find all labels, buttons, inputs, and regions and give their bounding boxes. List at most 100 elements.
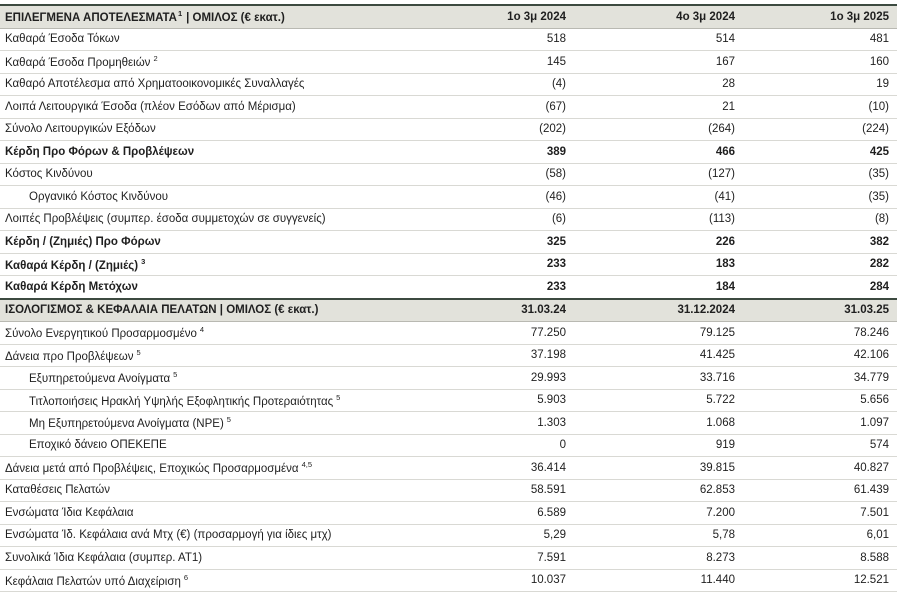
section-title: ΕΠΙΛΕΓΜΕΝΑ ΑΠΟΤΕΛΕΣΜΑΤΑ bbox=[5, 12, 177, 25]
value-cell: 389 bbox=[405, 140, 566, 164]
row-label-cell: Καθαρό Αποτέλεσμα από Χρηματοοικονομικές… bbox=[0, 73, 405, 96]
value-cell: 574 bbox=[735, 434, 897, 457]
column-header: 1ο 3μ 2025 bbox=[735, 4, 897, 29]
value-cell: (58) bbox=[405, 163, 566, 186]
value-cell: 1.097 bbox=[735, 411, 897, 435]
table-row: Λοιπά Λειτουργικά Έσοδα (πλέον Εσόδων απ… bbox=[0, 95, 897, 119]
row-label: Εποχικό δάνειο ΟΠΕΚΕΠΕ bbox=[29, 439, 167, 452]
value-cell: 6,01 bbox=[735, 524, 897, 547]
value-cell: (35) bbox=[735, 185, 897, 209]
table-row: Καθαρά Κέρδη / (Ζημιές) 3 233 183 282 bbox=[0, 253, 897, 276]
value-cell: 1.303 bbox=[405, 411, 566, 435]
row-label: Κέρδη / (Ζημιές) Προ Φόρων bbox=[5, 235, 161, 248]
value-cell: 325 bbox=[405, 230, 566, 254]
row-label: Κεφάλαια Πελατών υπό Διαχείριση bbox=[5, 575, 181, 588]
footnote-mark: 5 bbox=[226, 415, 231, 425]
value-cell: 6.589 bbox=[405, 501, 566, 525]
value-cell: 29.993 bbox=[405, 366, 566, 390]
page: {"sections": [ {"title": "ΕΠΙΛΕΓΜΕΝΑ ΑΠΟ… bbox=[0, 4, 908, 599]
section-title: ΙΣΟΛΟΓΙΣΜΟΣ & ΚΕΦΑΛΑΙΑ ΠΕΛΑΤΩΝ | ΟΜΙΛΟΣ … bbox=[5, 304, 319, 317]
column-header: 1ο 3μ 2024 bbox=[405, 4, 566, 29]
row-label: Καθαρά Κέρδη Μετόχων bbox=[5, 280, 138, 293]
value-cell: 36.414 bbox=[405, 456, 566, 480]
value-cell: 7.200 bbox=[566, 501, 735, 525]
value-cell: 514 bbox=[566, 28, 735, 51]
table-row: Σύνολο Ενεργητικού Προσαρμοσμένο 4 77.250 7… bbox=[0, 321, 897, 345]
value-cell: (41) bbox=[566, 185, 735, 209]
row-label: Δάνεια προ Προβλέψεων bbox=[5, 350, 134, 363]
value-cell: 62.853 bbox=[566, 479, 735, 502]
row-label: Ενσώματα Ίδ. Κεφάλαια ανά Μτχ (€) (προσα… bbox=[5, 529, 332, 542]
table-row: Καθαρό Αποτέλεσμα από Χρηματοοικονομικές… bbox=[0, 73, 897, 96]
value-cell: 233 bbox=[405, 275, 566, 299]
value-cell: (67) bbox=[405, 95, 566, 119]
value-cell: 11.440 bbox=[566, 569, 735, 592]
value-cell: 42.106 bbox=[735, 344, 897, 367]
value-cell: 7.501 bbox=[735, 501, 897, 525]
row-label-cell: Κόστος Κινδύνου bbox=[0, 163, 405, 186]
value-cell: (264) bbox=[566, 118, 735, 141]
section-title-cell: ΕΠΙΛΕΓΜΕΝΑ ΑΠΟΤΕΛΕΣΜΑΤΑ1 | ΟΜΙΛΟΣ (€ εκατ… bbox=[0, 4, 405, 29]
row-label-cell: Λοιπά Λειτουργικά Έσοδα (πλέον Εσόδων απ… bbox=[0, 95, 405, 119]
value-cell: 0 bbox=[405, 434, 566, 457]
value-cell: 77.250 bbox=[405, 321, 566, 345]
table-row: Οργανικό Κόστος Κινδύνου (46) (41) (35) bbox=[0, 185, 897, 209]
row-label-cell: Κέρδη / (Ζημιές) Προ Φόρων bbox=[0, 230, 405, 254]
row-label: Κόστος Κινδύνου bbox=[5, 168, 93, 181]
results-table: ΕΠΙΛΕΓΜΕΝΑ ΑΠΟΤΕΛΕΣΜΑΤΑ1 | ΟΜΙΛΟΣ (€ εκατ… bbox=[0, 4, 897, 592]
value-cell: 34.779 bbox=[735, 366, 897, 390]
row-label-cell: Καταθέσεις Πελατών bbox=[0, 479, 405, 502]
section-title-cell: ΙΣΟΛΟΓΙΣΜΟΣ & ΚΕΦΑΛΑΙΑ ΠΕΛΑΤΩΝ | ΟΜΙΛΟΣ … bbox=[0, 297, 405, 322]
row-label: Οργανικό Κόστος Κινδύνου bbox=[29, 190, 169, 203]
value-cell: (224) bbox=[735, 118, 897, 141]
row-label: Κέρδη Προ Φόρων & Προβλέψεων bbox=[5, 145, 195, 158]
table-row: Λοιπές Προβλέψεις (συμπερ. έσοδα συμμετο… bbox=[0, 208, 897, 231]
value-cell: 160 bbox=[735, 50, 897, 74]
value-cell: 5,29 bbox=[405, 524, 566, 547]
table-row: Μη Εξυπηρετούμενα Ανοίγματα (NPE) 5 1.303 1… bbox=[0, 411, 897, 435]
table-row: Δάνεια προ Προβλέψεων 5 37.198 41.425 42.106 bbox=[0, 344, 897, 367]
table-row: Δάνεια μετά από Προβλέψεις, Εποχικώς Προ… bbox=[0, 456, 897, 480]
value-cell: 41.425 bbox=[566, 344, 735, 367]
row-label: Εξυπηρετούμενα Ανοίγματα bbox=[29, 373, 171, 386]
row-label: Καθαρό Αποτέλεσμα από Χρηματοοικονομικές… bbox=[5, 78, 305, 91]
value-cell: 28 bbox=[566, 73, 735, 96]
table-row: Κόστος Κινδύνου (58) (127) (35) bbox=[0, 163, 897, 186]
value-cell: 79.125 bbox=[566, 321, 735, 345]
value-cell: (202) bbox=[405, 118, 566, 141]
value-cell: 58.591 bbox=[405, 479, 566, 502]
table-body: ΕΠΙΛΕΓΜΕΝΑ ΑΠΟΤΕΛΕΣΜΑΤΑ1 | ΟΜΙΛΟΣ (€ εκατ… bbox=[0, 4, 897, 592]
value-cell: (8) bbox=[735, 208, 897, 231]
column-header: 31.03.24 bbox=[405, 297, 566, 322]
row-label-cell: Σύνολο Λειτουργικών Εξόδων bbox=[0, 118, 405, 141]
value-cell: 5.903 bbox=[405, 389, 566, 412]
value-cell: 1.068 bbox=[566, 411, 735, 435]
table-row: Κεφάλαια Πελατών υπό Διαχείριση 6 10.037 11… bbox=[0, 569, 897, 592]
row-label-cell: Καθαρά Έσοδα Τόκων bbox=[0, 28, 405, 51]
value-cell: 466 bbox=[566, 140, 735, 164]
value-cell: 5,78 bbox=[566, 524, 735, 547]
row-label: Μη Εξυπηρετούμενα Ανοίγματα (NPE) bbox=[29, 418, 224, 431]
value-cell: 518 bbox=[405, 28, 566, 51]
value-cell: (10) bbox=[735, 95, 897, 119]
footnote-mark: 3 bbox=[141, 256, 146, 266]
column-header: 4ο 3μ 2024 bbox=[566, 4, 735, 29]
row-label-cell: Καθαρά Έσοδα Προμηθειών 2 bbox=[0, 50, 405, 74]
value-cell: (4) bbox=[405, 73, 566, 96]
value-cell: 167 bbox=[566, 50, 735, 74]
row-label-cell: Ενσώματα Ίδ. Κεφάλαια ανά Μτχ (€) (προσα… bbox=[0, 524, 405, 547]
value-cell: 282 bbox=[735, 253, 897, 276]
value-cell: 145 bbox=[405, 50, 566, 74]
row-label: Ενσώματα Ίδια Κεφάλαια bbox=[5, 506, 134, 519]
table-row: Καθαρά Έσοδα Τόκων 518 514 481 bbox=[0, 28, 897, 51]
value-cell: 226 bbox=[566, 230, 735, 254]
footnote-mark: 6 bbox=[183, 572, 189, 582]
table-row: Τιτλοποιήσεις Ηρακλή Υψηλής Εξοφλητικής … bbox=[0, 389, 897, 412]
row-label-cell: Λοιπές Προβλέψεις (συμπερ. έσοδα συμμετο… bbox=[0, 208, 405, 231]
footnote-mark: 4 bbox=[199, 325, 205, 335]
value-cell: 40.827 bbox=[735, 456, 897, 480]
row-label-cell: Συνολικά Ίδια Κεφάλαια (συμπερ. ΑΤ1) bbox=[0, 546, 405, 570]
value-cell: 37.198 bbox=[405, 344, 566, 367]
row-label: Καθαρά Έσοδα Τόκων bbox=[5, 33, 120, 46]
row-label: Σύνολο Λειτουργικών Εξόδων bbox=[5, 123, 156, 136]
